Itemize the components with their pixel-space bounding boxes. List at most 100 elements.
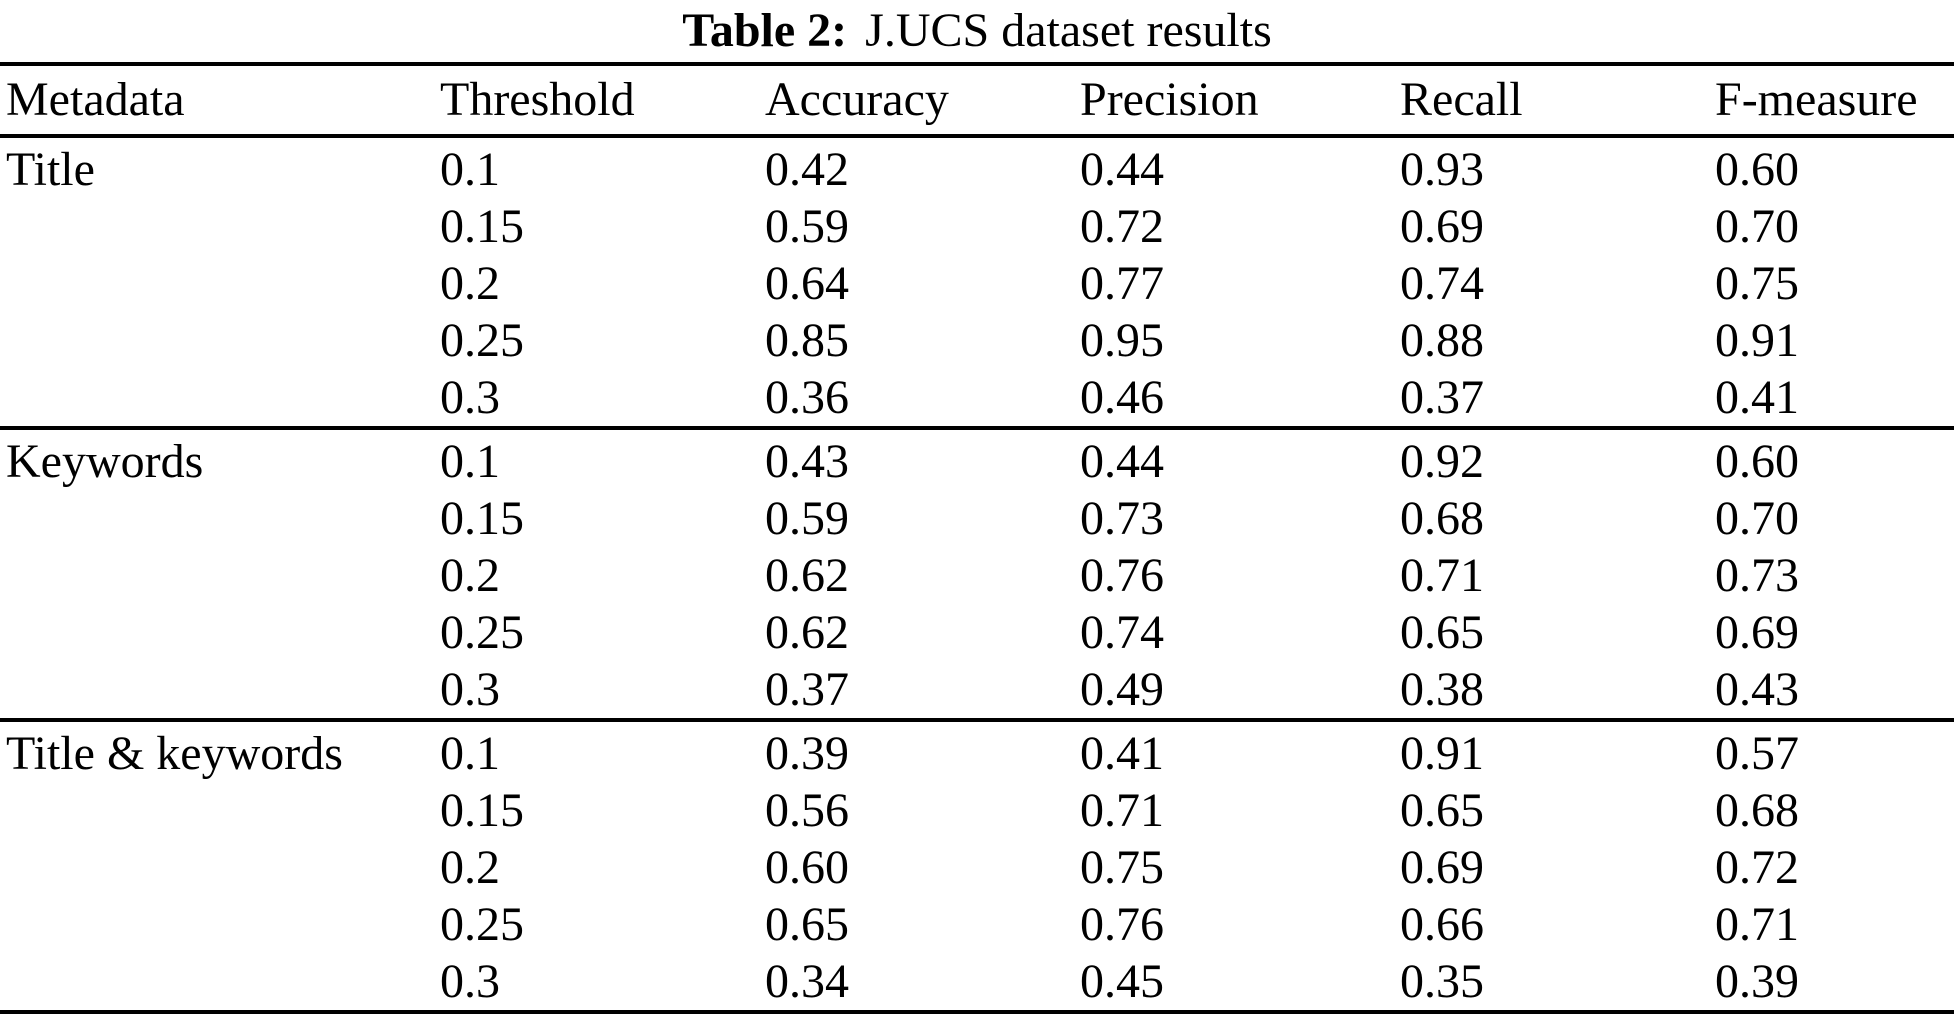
threshold-cell: 0.15 bbox=[440, 784, 524, 837]
f-measure-cell: 0.69 bbox=[1715, 606, 1799, 659]
f-measure-cell: 0.39 bbox=[1715, 955, 1799, 1008]
table-row: Title & keywords 0.1 0.39 0.41 0.91 0.57 bbox=[0, 720, 1954, 782]
f-measure-cell: 0.91 bbox=[1715, 314, 1799, 367]
metadata-cell: Title bbox=[6, 143, 95, 196]
table-row: 0.3 0.34 0.45 0.35 0.39 bbox=[0, 953, 1954, 1012]
f-measure-cell: 0.72 bbox=[1715, 841, 1799, 894]
table-row: 0.15 0.56 0.71 0.65 0.68 bbox=[0, 782, 1954, 839]
threshold-cell: 0.15 bbox=[440, 200, 524, 253]
metadata-cell bbox=[0, 369, 440, 428]
recall-cell: 0.65 bbox=[1400, 784, 1484, 837]
accuracy-cell: 0.59 bbox=[765, 492, 849, 545]
recall-cell: 0.91 bbox=[1400, 727, 1484, 780]
recall-cell: 0.71 bbox=[1400, 549, 1484, 602]
threshold-cell: 0.15 bbox=[440, 492, 524, 545]
threshold-cell: 0.2 bbox=[440, 841, 500, 894]
precision-cell: 0.75 bbox=[1080, 841, 1164, 894]
recall-cell: 0.93 bbox=[1400, 143, 1484, 196]
f-measure-cell: 0.57 bbox=[1715, 727, 1799, 780]
f-measure-cell: 0.70 bbox=[1715, 492, 1799, 545]
table-group-title: Title 0.1 0.42 0.44 0.93 0.60 0.15 0.59 … bbox=[0, 136, 1954, 428]
table-row: 0.25 0.85 0.95 0.88 0.91 bbox=[0, 312, 1954, 369]
accuracy-cell: 0.37 bbox=[765, 663, 849, 716]
table-group-keywords: Keywords 0.1 0.43 0.44 0.92 0.60 0.15 0.… bbox=[0, 428, 1954, 720]
table-header: Metadata Threshold Accuracy Precision Re… bbox=[0, 64, 1954, 136]
column-header-metadata: Metadata bbox=[6, 73, 185, 126]
table-caption-label: Table 2: bbox=[682, 4, 848, 57]
table-row: 0.3 0.37 0.49 0.38 0.43 bbox=[0, 661, 1954, 720]
f-measure-cell: 0.71 bbox=[1715, 898, 1799, 951]
precision-cell: 0.76 bbox=[1080, 898, 1164, 951]
metadata-cell bbox=[0, 839, 440, 896]
accuracy-cell: 0.56 bbox=[765, 784, 849, 837]
accuracy-cell: 0.85 bbox=[765, 314, 849, 367]
table-row: 0.2 0.64 0.77 0.74 0.75 bbox=[0, 255, 1954, 312]
f-measure-cell: 0.70 bbox=[1715, 200, 1799, 253]
recall-cell: 0.74 bbox=[1400, 257, 1484, 310]
table-group-title-and-keywords: Title & keywords 0.1 0.39 0.41 0.91 0.57… bbox=[0, 720, 1954, 1012]
threshold-cell: 0.2 bbox=[440, 257, 500, 310]
recall-cell: 0.35 bbox=[1400, 955, 1484, 1008]
precision-cell: 0.73 bbox=[1080, 492, 1164, 545]
f-measure-cell: 0.73 bbox=[1715, 549, 1799, 602]
precision-cell: 0.49 bbox=[1080, 663, 1164, 716]
header-row: Metadata Threshold Accuracy Precision Re… bbox=[0, 64, 1954, 136]
accuracy-cell: 0.59 bbox=[765, 200, 849, 253]
threshold-cell: 0.25 bbox=[440, 314, 524, 367]
table-row: 0.25 0.65 0.76 0.66 0.71 bbox=[0, 896, 1954, 953]
f-measure-cell: 0.60 bbox=[1715, 435, 1799, 488]
accuracy-cell: 0.43 bbox=[765, 435, 849, 488]
accuracy-cell: 0.62 bbox=[765, 549, 849, 602]
precision-cell: 0.41 bbox=[1080, 727, 1164, 780]
metadata-cell bbox=[0, 953, 440, 1012]
threshold-cell: 0.1 bbox=[440, 727, 500, 780]
f-measure-cell: 0.75 bbox=[1715, 257, 1799, 310]
accuracy-cell: 0.62 bbox=[765, 606, 849, 659]
precision-cell: 0.44 bbox=[1080, 435, 1164, 488]
table-row: 0.2 0.62 0.76 0.71 0.73 bbox=[0, 547, 1954, 604]
column-header-threshold: Threshold bbox=[440, 73, 635, 126]
recall-cell: 0.37 bbox=[1400, 371, 1484, 424]
f-measure-cell: 0.41 bbox=[1715, 371, 1799, 424]
accuracy-cell: 0.39 bbox=[765, 727, 849, 780]
metadata-cell bbox=[0, 896, 440, 953]
precision-cell: 0.72 bbox=[1080, 200, 1164, 253]
table-caption: Table 2: J.UCS dataset results bbox=[0, 0, 1954, 62]
table-row: 0.15 0.59 0.73 0.68 0.70 bbox=[0, 490, 1954, 547]
metadata-cell: Title & keywords bbox=[6, 727, 343, 780]
precision-cell: 0.76 bbox=[1080, 549, 1164, 602]
accuracy-cell: 0.36 bbox=[765, 371, 849, 424]
table-caption-text: J.UCS dataset results bbox=[865, 4, 1272, 57]
table-row: Title 0.1 0.42 0.44 0.93 0.60 bbox=[0, 136, 1954, 198]
column-header-accuracy: Accuracy bbox=[765, 73, 949, 126]
metadata-cell bbox=[0, 312, 440, 369]
recall-cell: 0.68 bbox=[1400, 492, 1484, 545]
recall-cell: 0.69 bbox=[1400, 200, 1484, 253]
accuracy-cell: 0.65 bbox=[765, 898, 849, 951]
table-row: 0.15 0.59 0.72 0.69 0.70 bbox=[0, 198, 1954, 255]
metadata-cell bbox=[0, 490, 440, 547]
accuracy-cell: 0.60 bbox=[765, 841, 849, 894]
threshold-cell: 0.1 bbox=[440, 143, 500, 196]
recall-cell: 0.88 bbox=[1400, 314, 1484, 367]
threshold-cell: 0.3 bbox=[440, 663, 500, 716]
precision-cell: 0.74 bbox=[1080, 606, 1164, 659]
table-row: Keywords 0.1 0.43 0.44 0.92 0.60 bbox=[0, 428, 1954, 490]
precision-cell: 0.46 bbox=[1080, 371, 1164, 424]
threshold-cell: 0.3 bbox=[440, 371, 500, 424]
accuracy-cell: 0.42 bbox=[765, 143, 849, 196]
accuracy-cell: 0.34 bbox=[765, 955, 849, 1008]
column-header-recall: Recall bbox=[1400, 73, 1523, 126]
recall-cell: 0.65 bbox=[1400, 606, 1484, 659]
metadata-cell bbox=[0, 547, 440, 604]
threshold-cell: 0.25 bbox=[440, 606, 524, 659]
f-measure-cell: 0.60 bbox=[1715, 143, 1799, 196]
precision-cell: 0.45 bbox=[1080, 955, 1164, 1008]
metadata-cell: Keywords bbox=[6, 435, 204, 488]
metadata-cell bbox=[0, 782, 440, 839]
metadata-cell bbox=[0, 198, 440, 255]
recall-cell: 0.66 bbox=[1400, 898, 1484, 951]
f-measure-cell: 0.68 bbox=[1715, 784, 1799, 837]
recall-cell: 0.92 bbox=[1400, 435, 1484, 488]
column-header-f-measure: F-measure bbox=[1715, 73, 1918, 126]
